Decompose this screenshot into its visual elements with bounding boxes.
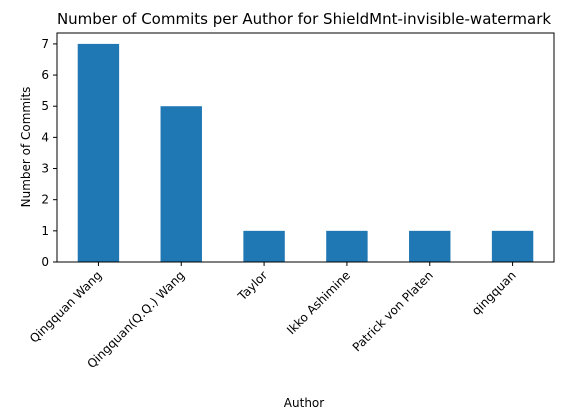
bar	[77, 43, 120, 263]
y-tick-label: 1	[41, 224, 49, 238]
y-tick-label: 7	[41, 37, 49, 51]
bar	[326, 230, 368, 262]
y-tick-label: 3	[41, 162, 49, 176]
x-tick-label: qingquan	[469, 268, 519, 318]
bar	[409, 230, 451, 262]
bar	[160, 106, 202, 263]
bar	[243, 230, 285, 262]
x-tick-label: Patrick von Platen	[350, 268, 436, 354]
bar	[491, 230, 534, 262]
y-tick-label: 6	[41, 68, 49, 82]
x-tick-label: Qingquan(Q.Q.) Wang	[84, 268, 187, 371]
y-tick-label: 4	[41, 130, 49, 144]
y-tick-label: 0	[41, 255, 49, 269]
y-tick-label: 5	[41, 99, 49, 113]
x-axis-label: Author	[284, 396, 324, 410]
x-tick-label: Taylor	[235, 268, 271, 304]
y-axis-label: Number of Commits	[19, 87, 33, 208]
x-tick-label: Qingquan Wang	[27, 268, 105, 346]
plot-frame	[56, 32, 555, 263]
chart-title: Number of Commits per Author for ShieldM…	[57, 10, 551, 28]
x-tick-label: Ikko Ashimine	[284, 268, 353, 337]
y-tick-label: 2	[41, 193, 49, 207]
